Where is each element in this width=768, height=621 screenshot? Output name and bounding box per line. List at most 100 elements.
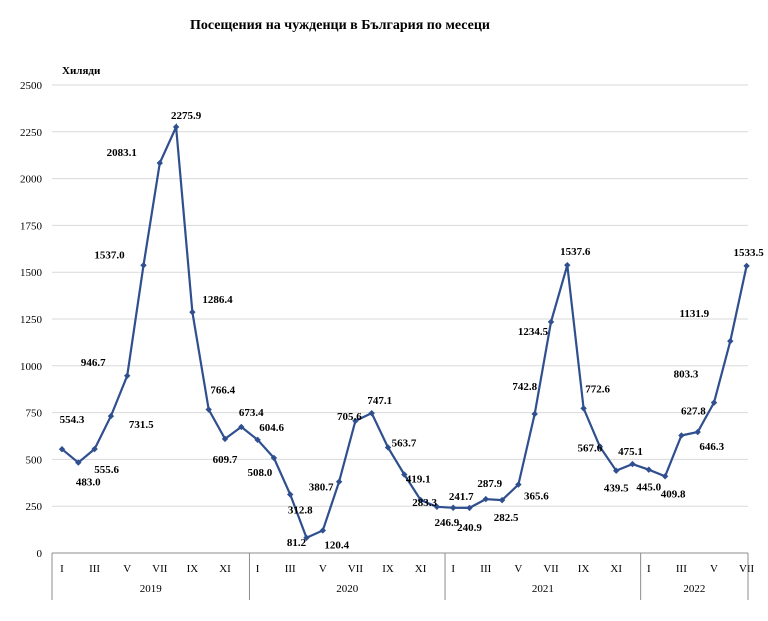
x-tick-label: IX (578, 563, 590, 575)
data-point (238, 423, 245, 431)
y-tick-label: 1750 (20, 220, 43, 232)
data-point (319, 527, 326, 534)
data-point (417, 496, 424, 504)
data-point (107, 412, 115, 420)
y-tick-label: 500 (26, 454, 43, 466)
data-point (710, 399, 718, 406)
data-label: 475.1 (618, 446, 643, 458)
data-label: 747.1 (367, 395, 392, 407)
data-point (221, 435, 229, 443)
x-tick-label: VII (152, 563, 168, 575)
data-point (368, 409, 375, 417)
x-year-label: 2019 (140, 583, 163, 595)
x-tick-label: IX (187, 563, 199, 575)
x-tick-label: XI (610, 563, 622, 575)
data-label: 1234.5 (518, 326, 549, 338)
data-label: 439.5 (604, 483, 629, 495)
data-point (547, 318, 555, 326)
data-label: 673.4 (239, 407, 264, 419)
data-label: 282.5 (494, 512, 519, 524)
data-label: 240.9 (457, 522, 482, 534)
x-tick-label: IX (382, 563, 394, 575)
data-label: 1533.5 (733, 247, 764, 259)
data-point (401, 471, 408, 478)
x-tick-label: XI (219, 563, 231, 575)
data-label: 483.0 (76, 477, 101, 489)
data-point (172, 123, 180, 131)
y-tick-label: 1000 (20, 361, 43, 373)
data-label: 1537.0 (94, 249, 125, 261)
data-point (270, 454, 278, 462)
y-tick-label: 2250 (20, 127, 43, 139)
data-point (254, 436, 261, 444)
data-label: 312.8 (288, 504, 313, 516)
data-label: 609.7 (213, 454, 238, 466)
data-label: 1286.4 (202, 294, 233, 306)
y-tick-label: 2000 (20, 174, 43, 186)
data-label: 380.7 (309, 482, 334, 494)
data-point (352, 417, 359, 425)
data-label: 2083.1 (107, 147, 137, 159)
data-point (287, 491, 294, 498)
data-point (531, 410, 538, 418)
data-label: 646.3 (699, 441, 724, 453)
data-point (645, 466, 652, 473)
data-label: 567.6 (578, 443, 603, 455)
data-point (384, 444, 392, 451)
data-point (498, 496, 506, 504)
data-point (580, 405, 587, 412)
x-tick-label: III (480, 563, 491, 575)
x-tick-label: I (647, 563, 651, 575)
x-tick-label: VII (543, 563, 559, 575)
data-label: 287.9 (477, 478, 502, 490)
x-tick-label: XI (415, 563, 427, 575)
data-label: 508.0 (248, 467, 273, 479)
data-point (661, 473, 669, 480)
y-axis-unit-label: Хиляди (62, 65, 101, 77)
data-label: 772.6 (585, 383, 610, 395)
x-year-label: 2020 (336, 583, 359, 595)
x-tick-label: III (676, 563, 687, 575)
data-point (564, 261, 571, 269)
data-label: 731.5 (129, 419, 154, 431)
data-label: 120.4 (324, 539, 349, 551)
data-label: 946.7 (81, 357, 106, 369)
data-label: 554.3 (60, 414, 85, 426)
x-year-label: 2021 (532, 583, 554, 595)
data-label: 409.8 (661, 488, 686, 500)
data-point (629, 460, 636, 468)
data-point (466, 504, 473, 512)
data-point (335, 478, 343, 485)
y-axis: 0 250 500 750 1000 1250 1500 1750 2000 2250 2500 (20, 80, 43, 560)
data-point (91, 445, 98, 453)
y-tick-label: 0 (37, 548, 43, 560)
data-label: 766.4 (210, 385, 235, 397)
data-label: 241.7 (449, 491, 474, 503)
x-tick-label: VII (739, 563, 755, 575)
data-point (743, 262, 750, 270)
x-year-label: 2022 (683, 583, 705, 595)
data-label: 283.3 (412, 497, 437, 509)
data-point (694, 428, 701, 436)
x-tick-label: V (514, 563, 522, 575)
data-label: 1131.9 (679, 308, 709, 320)
data-point (727, 337, 734, 345)
data-label: 803.3 (674, 369, 699, 381)
data-point (433, 503, 441, 510)
data-point (482, 495, 489, 503)
x-tick-label: V (319, 563, 327, 575)
data-label: 563.7 (392, 437, 417, 449)
y-tick-label: 2500 (20, 80, 43, 92)
data-point (596, 443, 604, 450)
data-point (205, 406, 212, 413)
x-tick-label: I (451, 563, 455, 575)
data-point (303, 534, 310, 541)
data-point (515, 481, 522, 488)
data-label: 627.8 (681, 405, 706, 417)
data-point (450, 504, 457, 511)
y-tick-label: 250 (26, 501, 43, 513)
x-tick-label: V (710, 563, 718, 575)
x-tick-label: I (60, 563, 64, 575)
